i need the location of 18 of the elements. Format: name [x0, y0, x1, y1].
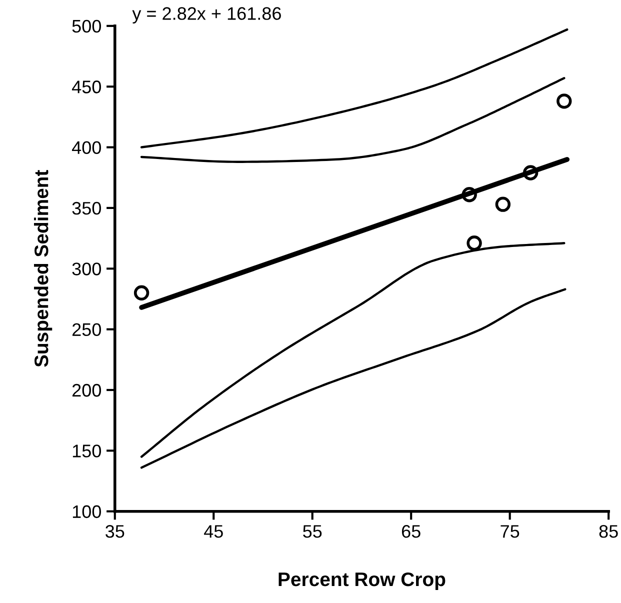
- x-tick-label: 75: [500, 525, 520, 538]
- y-tick-label: 200: [72, 384, 101, 397]
- x-tick-label: 35: [106, 525, 124, 538]
- x-tick-label: 45: [204, 525, 223, 538]
- y-tick-label: 100: [72, 505, 101, 518]
- x-tick-label: 85: [599, 525, 618, 538]
- x-tick-label: 55: [303, 525, 322, 538]
- text: y = 2.82x + 161.86: [132, 7, 281, 24]
- y-tick-label: 150: [72, 444, 101, 458]
- y-tick-label: 400: [72, 141, 101, 154]
- x-tick-label: 65: [402, 525, 420, 538]
- y-tick-label: 350: [72, 202, 101, 215]
- y-axis-title: Suspended Sediment: [34, 170, 52, 367]
- y-tick-label: 300: [72, 262, 101, 276]
- y-tick-label: 500: [72, 20, 101, 33]
- y-tick-label: 250: [72, 323, 101, 336]
- y-tick-label: 450: [72, 80, 101, 94]
- x-axis-title: Percent Row Crop: [278, 572, 446, 590]
